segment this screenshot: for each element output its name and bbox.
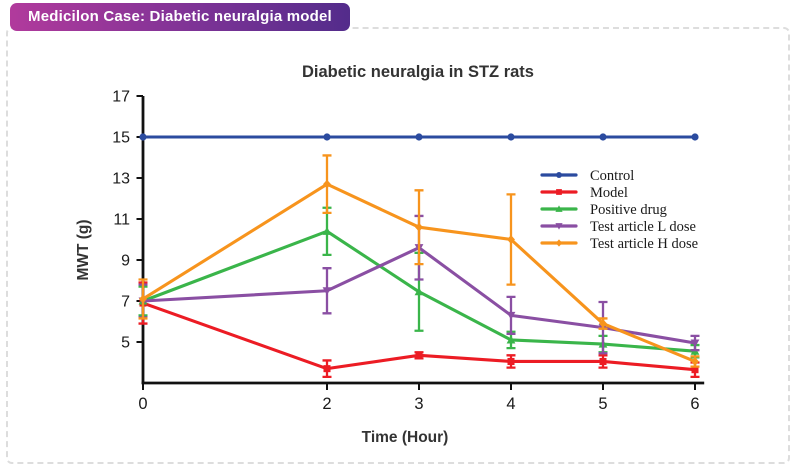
legend-item-test-article-h-dose: Test article H dose [540, 236, 698, 252]
y-tick-label: 13 [112, 171, 130, 188]
legend-item-positive-drug: Positive drug [540, 202, 667, 218]
x-tick-label: 3 [414, 395, 423, 413]
x-axis-label: Time (Hour) [362, 429, 449, 446]
legend-label: Positive drug [590, 202, 667, 218]
legend-item-control: Control [540, 168, 634, 184]
y-tick-label: 7 [121, 294, 130, 311]
case-badge: Medicilon Case: Diabetic neuralgia model [10, 3, 350, 31]
y-tick-label: 9 [121, 253, 130, 270]
x-tick-label: 6 [690, 395, 699, 413]
x-tick-label: 4 [506, 395, 515, 413]
y-tick-label: 5 [121, 335, 130, 352]
y-tick-label: 15 [112, 130, 130, 147]
legend-label: Test article L dose [590, 219, 696, 235]
case-badge-label: Medicilon Case: Diabetic neuralgia model [28, 8, 332, 25]
axes: 5 7 9 11 13 15 17 0 2 3 4 5 6 [112, 89, 705, 413]
x-tick-label: 0 [138, 395, 147, 413]
series-test-article-h-dose [138, 154, 700, 368]
dashed-border-frame [6, 27, 790, 464]
legend-item-model: Model [540, 185, 628, 201]
legend-item-test-article-l-dose: Test article L dose [540, 219, 696, 235]
legend-label: Model [590, 185, 628, 201]
x-tick-label: 2 [322, 395, 331, 413]
x-tick-label: 5 [598, 395, 607, 413]
y-tick-label: 11 [113, 212, 130, 229]
series-line [141, 229, 697, 353]
series-line [141, 301, 697, 372]
y-axis-label: MWT (g) [75, 219, 92, 280]
chart-title: Diabetic neuralgia in STZ rats [302, 63, 534, 81]
legend-label: Control [590, 168, 634, 184]
y-tick-label: 17 [112, 89, 130, 106]
series-line [141, 182, 697, 364]
series-control [139, 133, 699, 141]
legend-label: Test article H dose [590, 236, 698, 252]
